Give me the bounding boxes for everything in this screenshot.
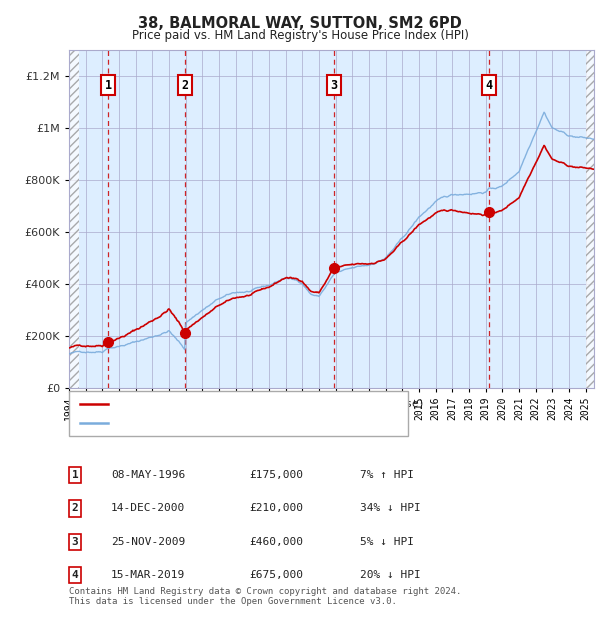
Text: 14-DEC-2000: 14-DEC-2000 — [111, 503, 185, 513]
Text: 34% ↓ HPI: 34% ↓ HPI — [360, 503, 421, 513]
Bar — [586, 50, 596, 388]
Text: 38, BALMORAL WAY, SUTTON, SM2 6PD: 38, BALMORAL WAY, SUTTON, SM2 6PD — [138, 16, 462, 31]
Text: 25-NOV-2009: 25-NOV-2009 — [111, 537, 185, 547]
Text: 08-MAY-1996: 08-MAY-1996 — [111, 470, 185, 480]
Text: £210,000: £210,000 — [249, 503, 303, 513]
Bar — [69, 50, 79, 388]
Text: 38, BALMORAL WAY, SUTTON, SM2 6PD (detached house): 38, BALMORAL WAY, SUTTON, SM2 6PD (detac… — [112, 399, 425, 409]
Text: Price paid vs. HM Land Registry's House Price Index (HPI): Price paid vs. HM Land Registry's House … — [131, 29, 469, 42]
Text: £460,000: £460,000 — [249, 537, 303, 547]
Text: HPI: Average price, detached house, Sutton: HPI: Average price, detached house, Sutt… — [112, 418, 374, 428]
Text: 2: 2 — [181, 79, 188, 92]
Text: 7% ↑ HPI: 7% ↑ HPI — [360, 470, 414, 480]
Text: 4: 4 — [71, 570, 79, 580]
Text: 3: 3 — [331, 79, 338, 92]
Text: 4: 4 — [485, 79, 493, 92]
Text: 3: 3 — [71, 537, 79, 547]
Text: 20% ↓ HPI: 20% ↓ HPI — [360, 570, 421, 580]
Text: 5% ↓ HPI: 5% ↓ HPI — [360, 537, 414, 547]
Text: Contains HM Land Registry data © Crown copyright and database right 2024.
This d: Contains HM Land Registry data © Crown c… — [69, 587, 461, 606]
Text: 1: 1 — [105, 79, 112, 92]
Text: 1: 1 — [71, 470, 79, 480]
Text: £175,000: £175,000 — [249, 470, 303, 480]
Text: 15-MAR-2019: 15-MAR-2019 — [111, 570, 185, 580]
Text: 2: 2 — [71, 503, 79, 513]
Text: £675,000: £675,000 — [249, 570, 303, 580]
